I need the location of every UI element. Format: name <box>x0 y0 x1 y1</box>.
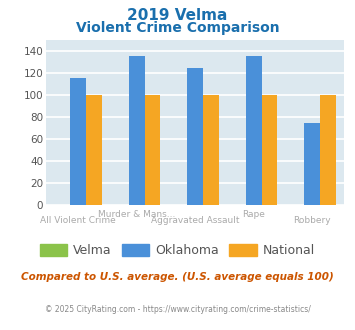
Legend: Velma, Oklahoma, National: Velma, Oklahoma, National <box>34 239 321 262</box>
Bar <box>145 95 160 205</box>
Text: 2019 Velma: 2019 Velma <box>127 8 228 23</box>
Bar <box>86 95 102 205</box>
Text: All Violent Crime: All Violent Crime <box>40 216 116 225</box>
Text: Compared to U.S. average. (U.S. average equals 100): Compared to U.S. average. (U.S. average … <box>21 272 334 282</box>
Text: Murder & Mans...: Murder & Mans... <box>98 211 175 219</box>
Bar <box>70 78 86 205</box>
Bar <box>203 95 219 205</box>
Text: Robbery: Robbery <box>293 216 331 225</box>
Text: Aggravated Assault: Aggravated Assault <box>151 216 240 225</box>
Bar <box>187 68 203 205</box>
Bar <box>304 123 320 205</box>
Text: Violent Crime Comparison: Violent Crime Comparison <box>76 21 279 35</box>
Bar <box>129 56 145 205</box>
Bar <box>262 95 277 205</box>
Text: Rape: Rape <box>242 211 265 219</box>
Bar <box>246 56 262 205</box>
Bar <box>320 95 336 205</box>
Text: © 2025 CityRating.com - https://www.cityrating.com/crime-statistics/: © 2025 CityRating.com - https://www.city… <box>45 305 310 314</box>
